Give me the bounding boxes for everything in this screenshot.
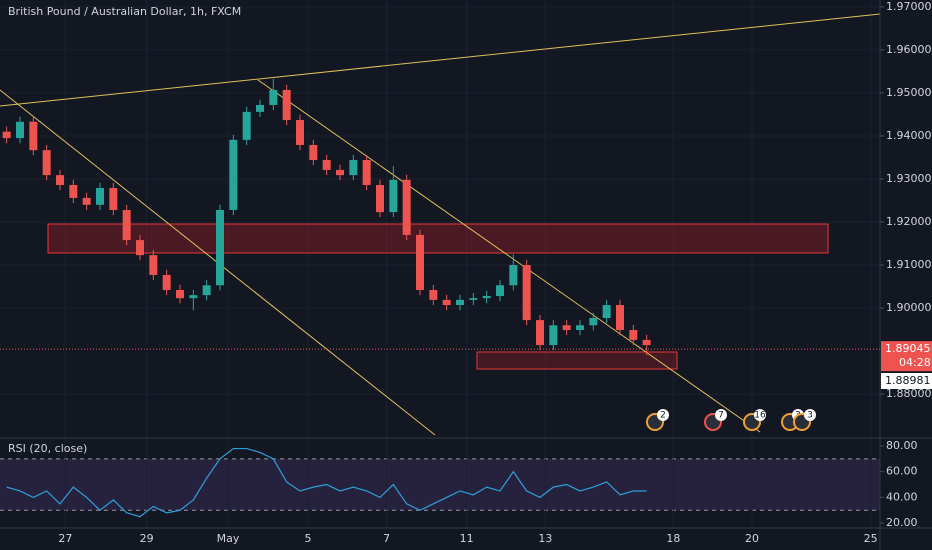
marker-price-label: 1.88981 [885, 374, 931, 387]
candle-body [429, 289, 438, 300]
candle-body [362, 160, 371, 186]
candle-body [629, 330, 638, 340]
event-count: 7 [718, 411, 724, 421]
x-tick-label: 13 [538, 532, 552, 545]
marker-tag [881, 373, 932, 389]
x-tick-label: 29 [140, 532, 154, 545]
candle-body [229, 139, 238, 210]
price-tag [881, 341, 932, 372]
x-tick-label: 7 [383, 532, 390, 545]
candle-body [136, 240, 144, 256]
candle-body [82, 197, 91, 205]
candle-body [309, 144, 318, 161]
candle-body [176, 289, 184, 299]
x-tick-label: May [217, 532, 240, 545]
candle-body [482, 296, 491, 299]
candle-body [536, 320, 544, 346]
candle-body [149, 255, 158, 275]
drawings [0, 13, 881, 436]
candle-body [349, 160, 358, 176]
y-tick-label: 1.88000 [886, 387, 932, 400]
candle-body [202, 285, 211, 296]
y-tick-label: 1.92000 [886, 215, 932, 228]
y-tick-label: 1.93000 [886, 172, 932, 185]
grid [0, 0, 880, 528]
y-tick-label: 1.94000 [886, 129, 932, 142]
candle-body [122, 209, 131, 241]
rsi-line [6, 447, 647, 518]
x-tick-label: 18 [666, 532, 680, 545]
zone-rect [47, 223, 829, 254]
y-tick-label: 1.91000 [886, 258, 932, 271]
candle-body [389, 179, 398, 213]
y-tick-label: 1.95000 [886, 86, 932, 99]
plot [2, 78, 651, 518]
chart-title: British Pound / Australian Dollar, 1h, F… [8, 5, 241, 18]
candle-body [402, 179, 411, 235]
y-tick-label: 60.00 [886, 465, 918, 478]
candle-body [69, 185, 78, 198]
candle-body [56, 175, 64, 186]
candle-body [496, 285, 504, 297]
candle-body [602, 305, 611, 318]
candle-body [162, 274, 171, 290]
event-count: 2 [660, 411, 666, 421]
candle-body [336, 169, 344, 176]
rsi-band [0, 458, 880, 511]
countdown-label: 04:28 [899, 356, 931, 369]
candle-body [416, 234, 424, 290]
x-tick-label: 20 [745, 532, 759, 545]
event-badge [754, 409, 766, 421]
x-tick-label: 27 [58, 532, 72, 545]
candle-body [242, 111, 251, 140]
candle-body [96, 188, 104, 205]
candle-body [216, 209, 224, 286]
candle-body [29, 121, 38, 151]
last-price-label: 1.89045 [885, 342, 931, 355]
x-tick-label: 11 [460, 532, 474, 545]
x-tick-label: 5 [305, 532, 312, 545]
candle-body [616, 305, 624, 331]
event-count: 16 [754, 411, 766, 421]
event-count: 3 [807, 411, 813, 421]
candle-body [522, 265, 531, 321]
x-tick-label: 25 [864, 532, 878, 545]
candle-body [562, 325, 571, 331]
candle-body [576, 325, 584, 331]
zone-rect [476, 351, 678, 370]
event-badge [804, 409, 816, 421]
trend-line [257, 79, 761, 433]
candle-body [642, 339, 651, 346]
candle-body [469, 298, 478, 300]
candle-body [42, 150, 51, 176]
candle-body [442, 299, 451, 306]
candle-body [589, 317, 598, 326]
candle-body [549, 325, 558, 346]
candle-body [296, 120, 304, 145]
candle-body [256, 104, 264, 112]
y-tick-label: 1.90000 [886, 301, 932, 314]
y-tick-label: 1.96000 [886, 43, 932, 56]
trend-line [0, 13, 881, 107]
candle-body [16, 121, 24, 139]
y-tick-label: 20.00 [886, 516, 918, 529]
candle-body [269, 89, 278, 105]
event-badge [657, 409, 669, 421]
candle-body [456, 299, 464, 306]
candle-body [2, 131, 11, 139]
candle-body [509, 265, 518, 286]
indicator-title: RSI (20, close) [8, 442, 87, 455]
candle-body [376, 185, 384, 213]
y-tick-label: 1.97000 [886, 0, 932, 13]
y-tick-label: 80.00 [886, 439, 918, 452]
candle-body [189, 295, 198, 299]
event-badge [715, 409, 727, 421]
y-tick-label: 40.00 [886, 490, 918, 503]
candle-body [109, 188, 118, 210]
candle-body [282, 89, 291, 121]
candle-body [322, 160, 331, 170]
